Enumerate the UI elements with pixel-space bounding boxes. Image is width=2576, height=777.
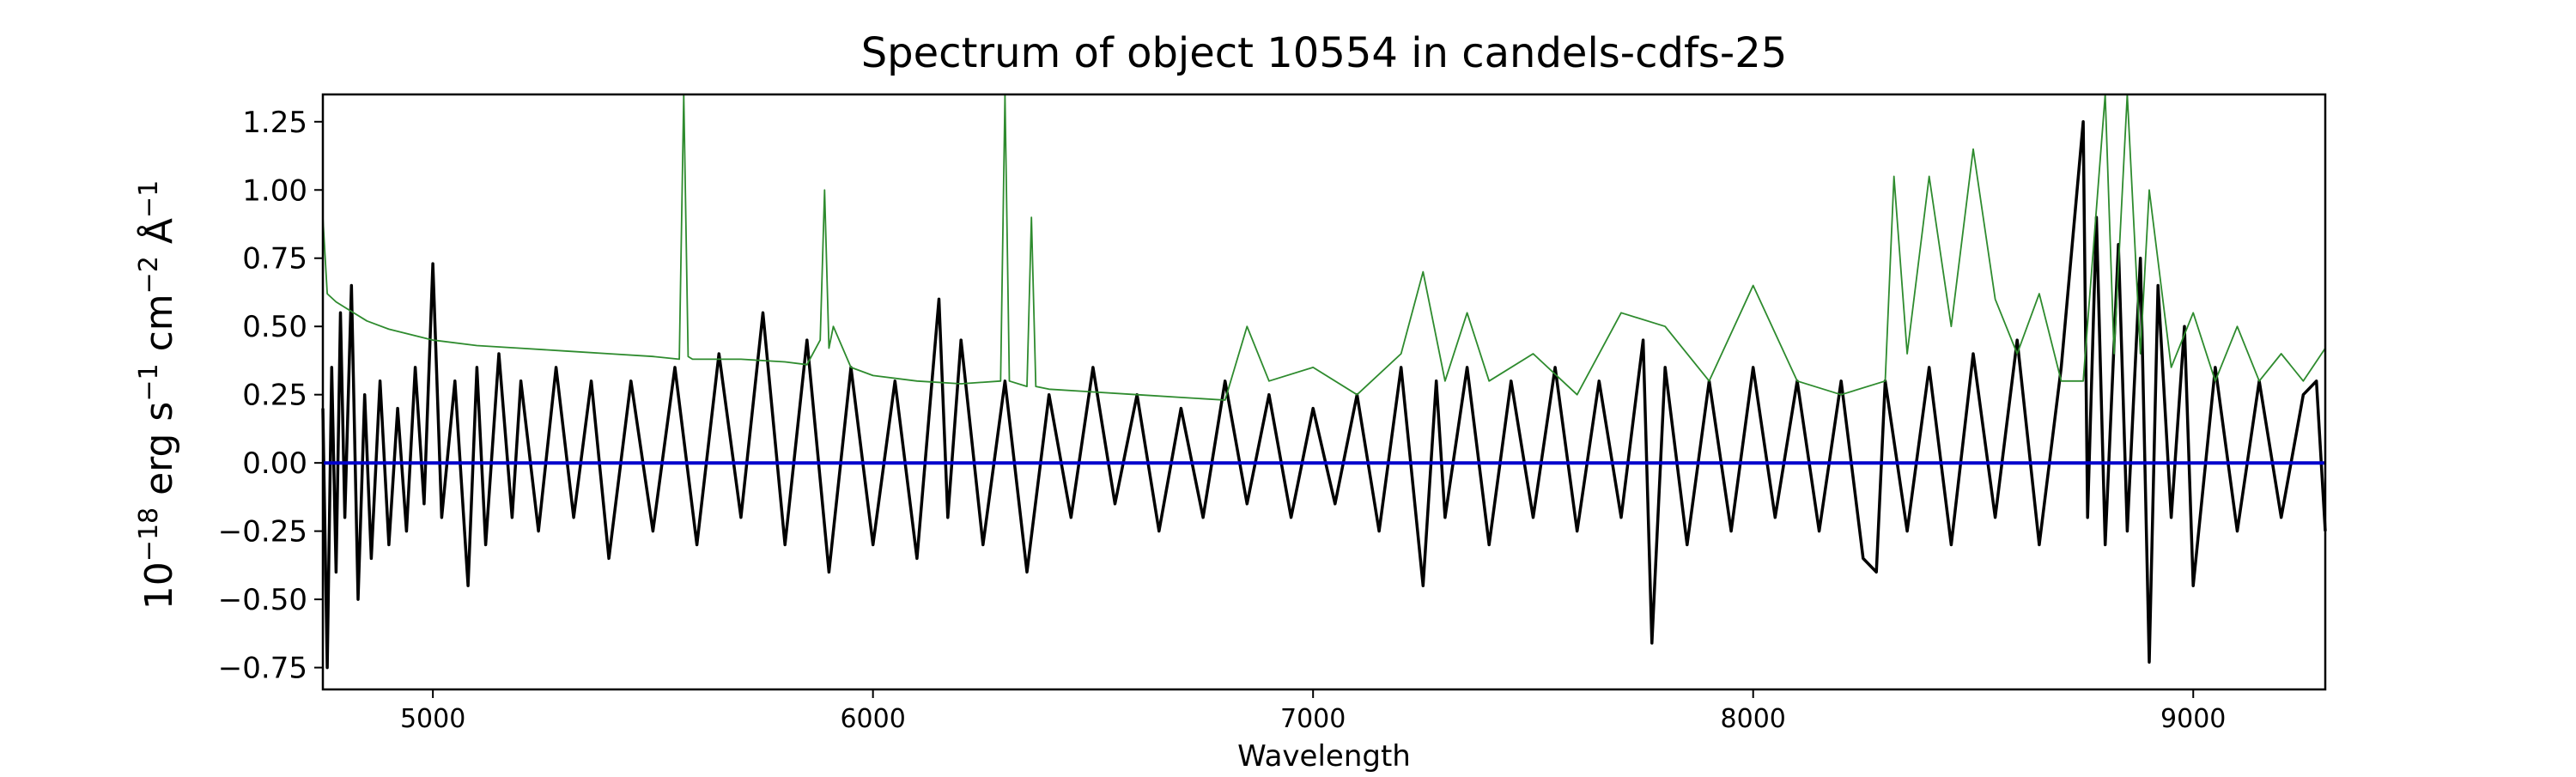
x-axis-ticks: 5000 6000 7000 8000 9000 — [400, 689, 2226, 734]
y-label-exp2: −2 — [134, 256, 164, 294]
y-label-exp: −18 — [134, 507, 164, 562]
y-tick-label: 0.75 — [242, 242, 307, 276]
y-label-unit3: Å — [136, 218, 181, 256]
y-tick-label: −0.50 — [218, 583, 307, 617]
x-tick-label: 5000 — [400, 704, 465, 734]
svg-text:10−18 erg s−1 cm−2 Å−1: 10−18 erg s−1 cm−2 Å−1 — [134, 180, 182, 610]
y-label-unit1: erg s — [137, 402, 181, 507]
plot-area-frame — [321, 93, 2327, 691]
y-label-unit2: cm — [137, 294, 181, 363]
y-label-exp1: −1 — [134, 363, 164, 401]
x-tick-label: 6000 — [840, 704, 905, 734]
y-tick-label: −0.75 — [218, 652, 307, 686]
y-axis-label: 10−18 erg s−1 cm−2 Å−1 — [134, 180, 182, 610]
y-tick-label: 0.50 — [242, 310, 307, 344]
x-tick-label: 8000 — [1721, 704, 1786, 734]
y-tick-label: −0.25 — [218, 515, 307, 549]
series-line-0 — [321, 120, 2327, 670]
series-line-1 — [322, 94, 2326, 401]
chart-title: Spectrum of object 10554 in candels-cdfs… — [861, 29, 1788, 77]
y-label-base: 10 — [137, 562, 181, 610]
y-axis-ticks: −0.75 −0.50 −0.25 0.00 0.25 0.50 0.75 1.00 1.25 — [218, 106, 323, 686]
y-label-exp3: −1 — [134, 180, 164, 218]
x-tick-label: 7000 — [1280, 704, 1346, 734]
x-tick-label: 9000 — [2160, 704, 2226, 734]
series-layer — [321, 94, 2327, 670]
y-tick-label: 0.25 — [242, 379, 307, 413]
x-axis-label: Wavelength — [1237, 739, 1411, 773]
y-tick-label: 0.00 — [242, 446, 307, 481]
y-tick-label: 1.25 — [242, 106, 307, 140]
y-tick-label: 1.00 — [242, 173, 307, 208]
